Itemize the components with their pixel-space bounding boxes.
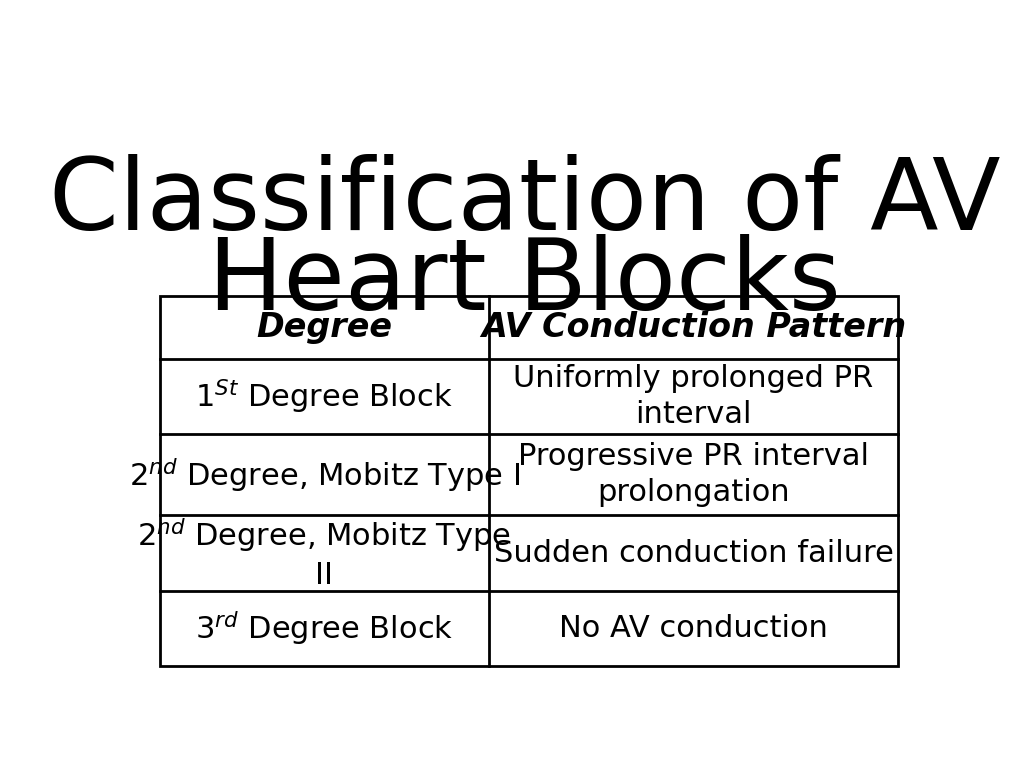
Bar	[160, 296, 898, 666]
Text: Uniformly prolonged PR
interval: Uniformly prolonged PR interval	[513, 364, 873, 429]
Text: Classification of AV: Classification of AV	[49, 154, 1000, 251]
Text: AV Conduction Pattern: AV Conduction Pattern	[481, 311, 906, 344]
Text: No AV conduction: No AV conduction	[559, 614, 827, 643]
Text: 1$^{St}$ Degree Block: 1$^{St}$ Degree Block	[196, 377, 454, 415]
Text: Heart Blocks: Heart Blocks	[208, 234, 842, 331]
Text: Sudden conduction failure: Sudden conduction failure	[494, 538, 893, 568]
Text: 2$^{nd}$ Degree, Mobitz Type I: 2$^{nd}$ Degree, Mobitz Type I	[129, 455, 520, 494]
Text: 2$^{nd}$ Degree, Mobitz Type
II: 2$^{nd}$ Degree, Mobitz Type II	[137, 516, 511, 590]
Text: 3$^{rd}$ Degree Block: 3$^{rd}$ Degree Block	[196, 609, 454, 647]
Text: Progressive PR interval
prolongation: Progressive PR interval prolongation	[518, 442, 869, 507]
Text: Degree: Degree	[256, 311, 392, 344]
